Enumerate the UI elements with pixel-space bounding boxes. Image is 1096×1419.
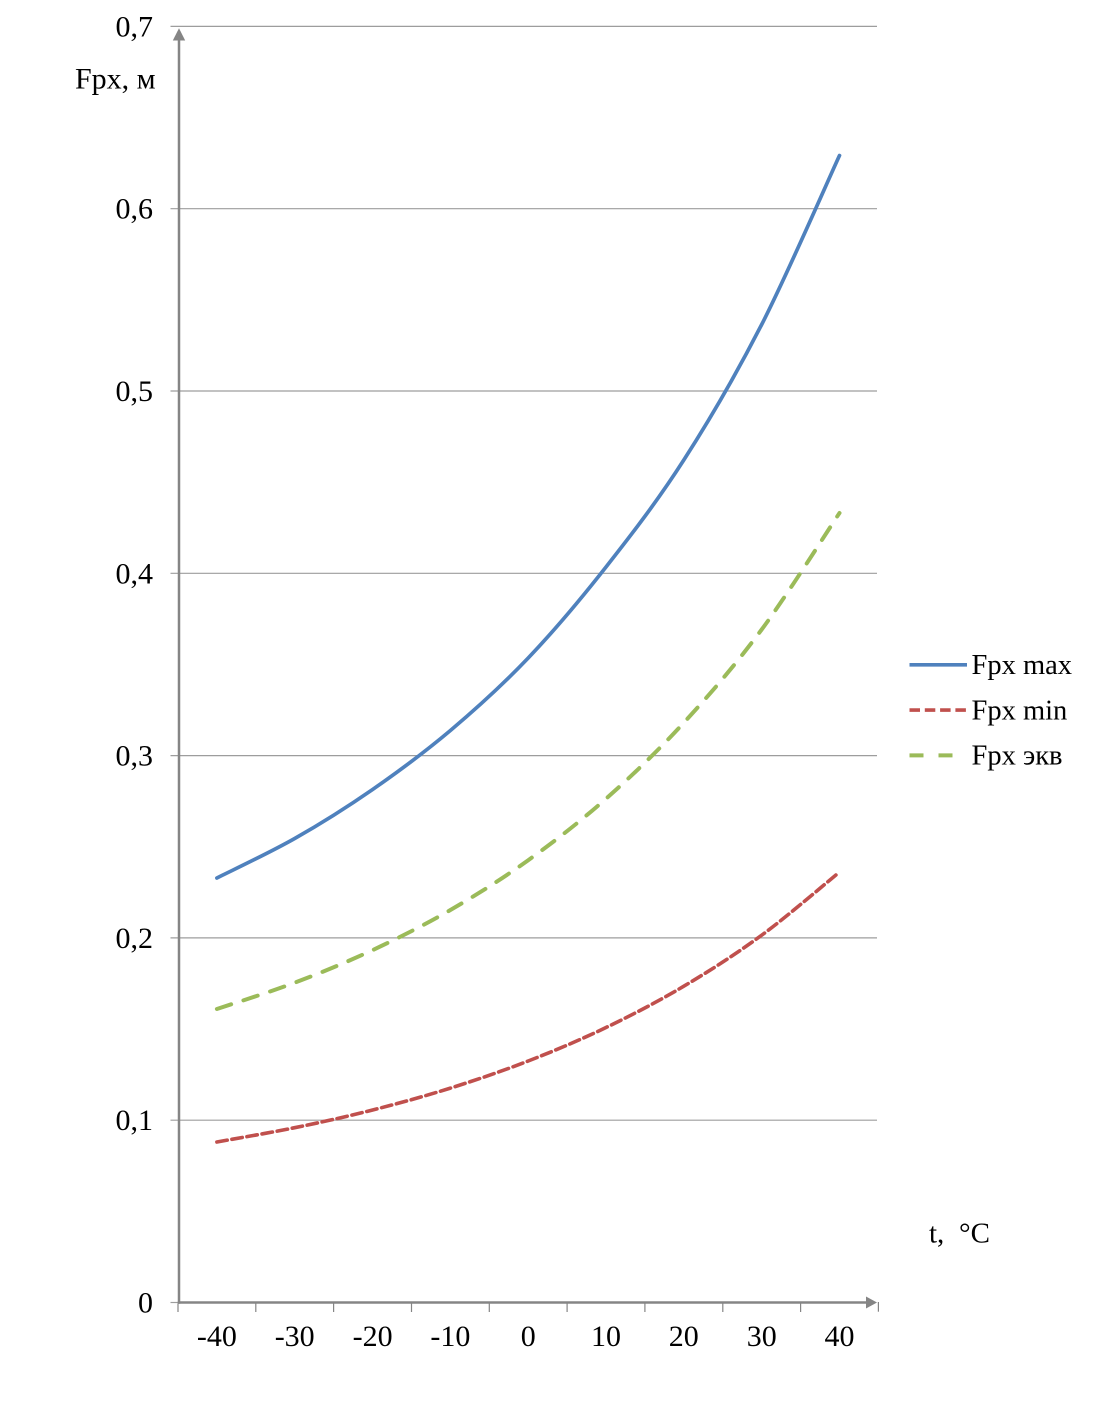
svg-text:-20: -20 (353, 1320, 393, 1353)
svg-text:0,6: 0,6 (116, 193, 154, 226)
svg-text:0,5: 0,5 (116, 375, 154, 408)
svg-text:0,7: 0,7 (116, 10, 154, 43)
svg-text:Fpx max: Fpx max (972, 650, 1073, 681)
svg-text:-30: -30 (275, 1320, 315, 1353)
svg-text:Fpx min: Fpx min (972, 695, 1068, 726)
svg-text:°C: °C (959, 1218, 990, 1250)
svg-text:40: 40 (825, 1320, 855, 1353)
svg-text:30: 30 (747, 1320, 777, 1353)
svg-text:20: 20 (669, 1320, 699, 1353)
svg-text:0: 0 (521, 1320, 536, 1353)
svg-text:-10: -10 (430, 1320, 470, 1353)
svg-text:0,3: 0,3 (116, 740, 154, 773)
svg-text:10: 10 (591, 1320, 621, 1353)
svg-text:Fpx экв: Fpx экв (972, 741, 1063, 772)
svg-text:Fpx, м: Fpx, м (75, 63, 156, 96)
svg-text:t,: t, (929, 1218, 944, 1250)
svg-text:0,2: 0,2 (116, 922, 154, 955)
svg-text:0,1: 0,1 (116, 1104, 154, 1137)
svg-text:0,4: 0,4 (116, 557, 154, 590)
svg-text:-40: -40 (197, 1320, 237, 1353)
svg-text:0: 0 (138, 1287, 153, 1320)
